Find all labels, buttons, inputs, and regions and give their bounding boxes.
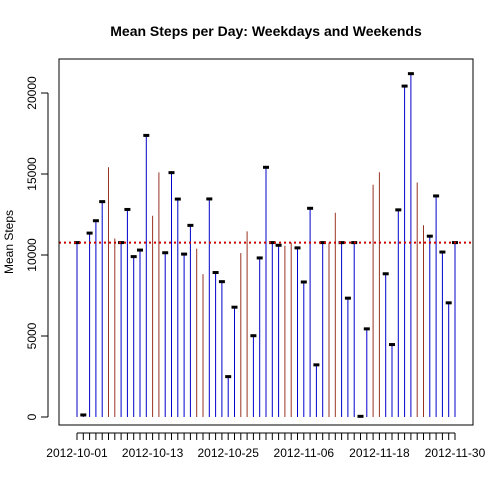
data-point-marker bbox=[225, 375, 232, 379]
data-point-marker bbox=[382, 272, 389, 276]
data-point-marker bbox=[256, 256, 263, 260]
data-point-marker bbox=[212, 271, 219, 275]
data-point-marker bbox=[307, 206, 314, 210]
plot-area bbox=[59, 72, 473, 418]
data-point-marker bbox=[168, 171, 175, 175]
y-tick-label: 15000 bbox=[25, 157, 39, 191]
x-tick-label: 2012-10-13 bbox=[122, 446, 184, 460]
data-point-marker bbox=[263, 165, 269, 169]
x-tick-label: 2012-11-30 bbox=[425, 446, 486, 460]
plot-frame bbox=[58, 58, 474, 426]
y-tick-label: 20000 bbox=[25, 76, 39, 110]
data-point-marker bbox=[357, 414, 364, 418]
data-point-marker bbox=[445, 301, 452, 305]
x-tick-label: 2012-11-18 bbox=[349, 446, 410, 460]
y-axis: 0 5000 10000 15000 20000 bbox=[25, 76, 49, 420]
data-point-marker bbox=[86, 231, 93, 235]
data-point-marker bbox=[389, 343, 395, 347]
y-tick-label: 10000 bbox=[25, 238, 39, 272]
data-point-marker bbox=[187, 223, 194, 227]
data-point-marker bbox=[92, 219, 99, 223]
data-point-marker bbox=[137, 248, 143, 252]
y-tick-label: 0 bbox=[25, 413, 39, 420]
data-point-marker bbox=[407, 72, 414, 76]
data-point-marker bbox=[300, 280, 307, 284]
data-point-marker bbox=[250, 334, 257, 338]
data-point-marker bbox=[439, 250, 446, 254]
x-axis: 2012-10-01 2012-10-13 2012-10-25 2012-11-06… bbox=[46, 432, 486, 460]
data-point-marker bbox=[80, 413, 87, 417]
data-point-marker bbox=[433, 194, 440, 198]
data-point-marker bbox=[143, 133, 150, 137]
data-point-marker bbox=[74, 241, 80, 245]
data-point-marker bbox=[206, 197, 213, 201]
x-tick-label: 2012-10-25 bbox=[198, 446, 260, 460]
data-point-marker bbox=[344, 296, 351, 300]
y-tick-label: 5000 bbox=[25, 322, 39, 349]
data-point-marker bbox=[294, 246, 301, 250]
data-point-marker bbox=[124, 207, 131, 211]
chart-title: Mean Steps per Day: Weekdays and Weekend… bbox=[110, 23, 422, 39]
data-point-marker bbox=[395, 208, 402, 212]
data-point-marker bbox=[118, 241, 125, 245]
data-point-marker bbox=[401, 84, 408, 88]
data-point-marker bbox=[231, 305, 238, 309]
data-point-marker bbox=[338, 241, 345, 245]
y-axis-label: Mean Steps bbox=[2, 210, 16, 274]
data-point-marker bbox=[130, 255, 137, 259]
data-point-marker bbox=[162, 251, 169, 255]
x-tick-label: 2012-10-01 bbox=[46, 446, 108, 460]
x-tick-label: 2012-11-06 bbox=[274, 446, 335, 460]
data-point-marker bbox=[363, 327, 370, 331]
data-point-marker bbox=[181, 252, 188, 256]
data-point-marker bbox=[99, 200, 106, 204]
data-point-marker bbox=[269, 241, 276, 245]
data-point-marker bbox=[218, 280, 225, 284]
data-point-marker bbox=[313, 363, 320, 367]
data-point-marker bbox=[426, 234, 433, 238]
data-point-marker bbox=[275, 243, 282, 247]
data-point-marker bbox=[319, 241, 326, 245]
data-point-marker bbox=[174, 197, 181, 201]
